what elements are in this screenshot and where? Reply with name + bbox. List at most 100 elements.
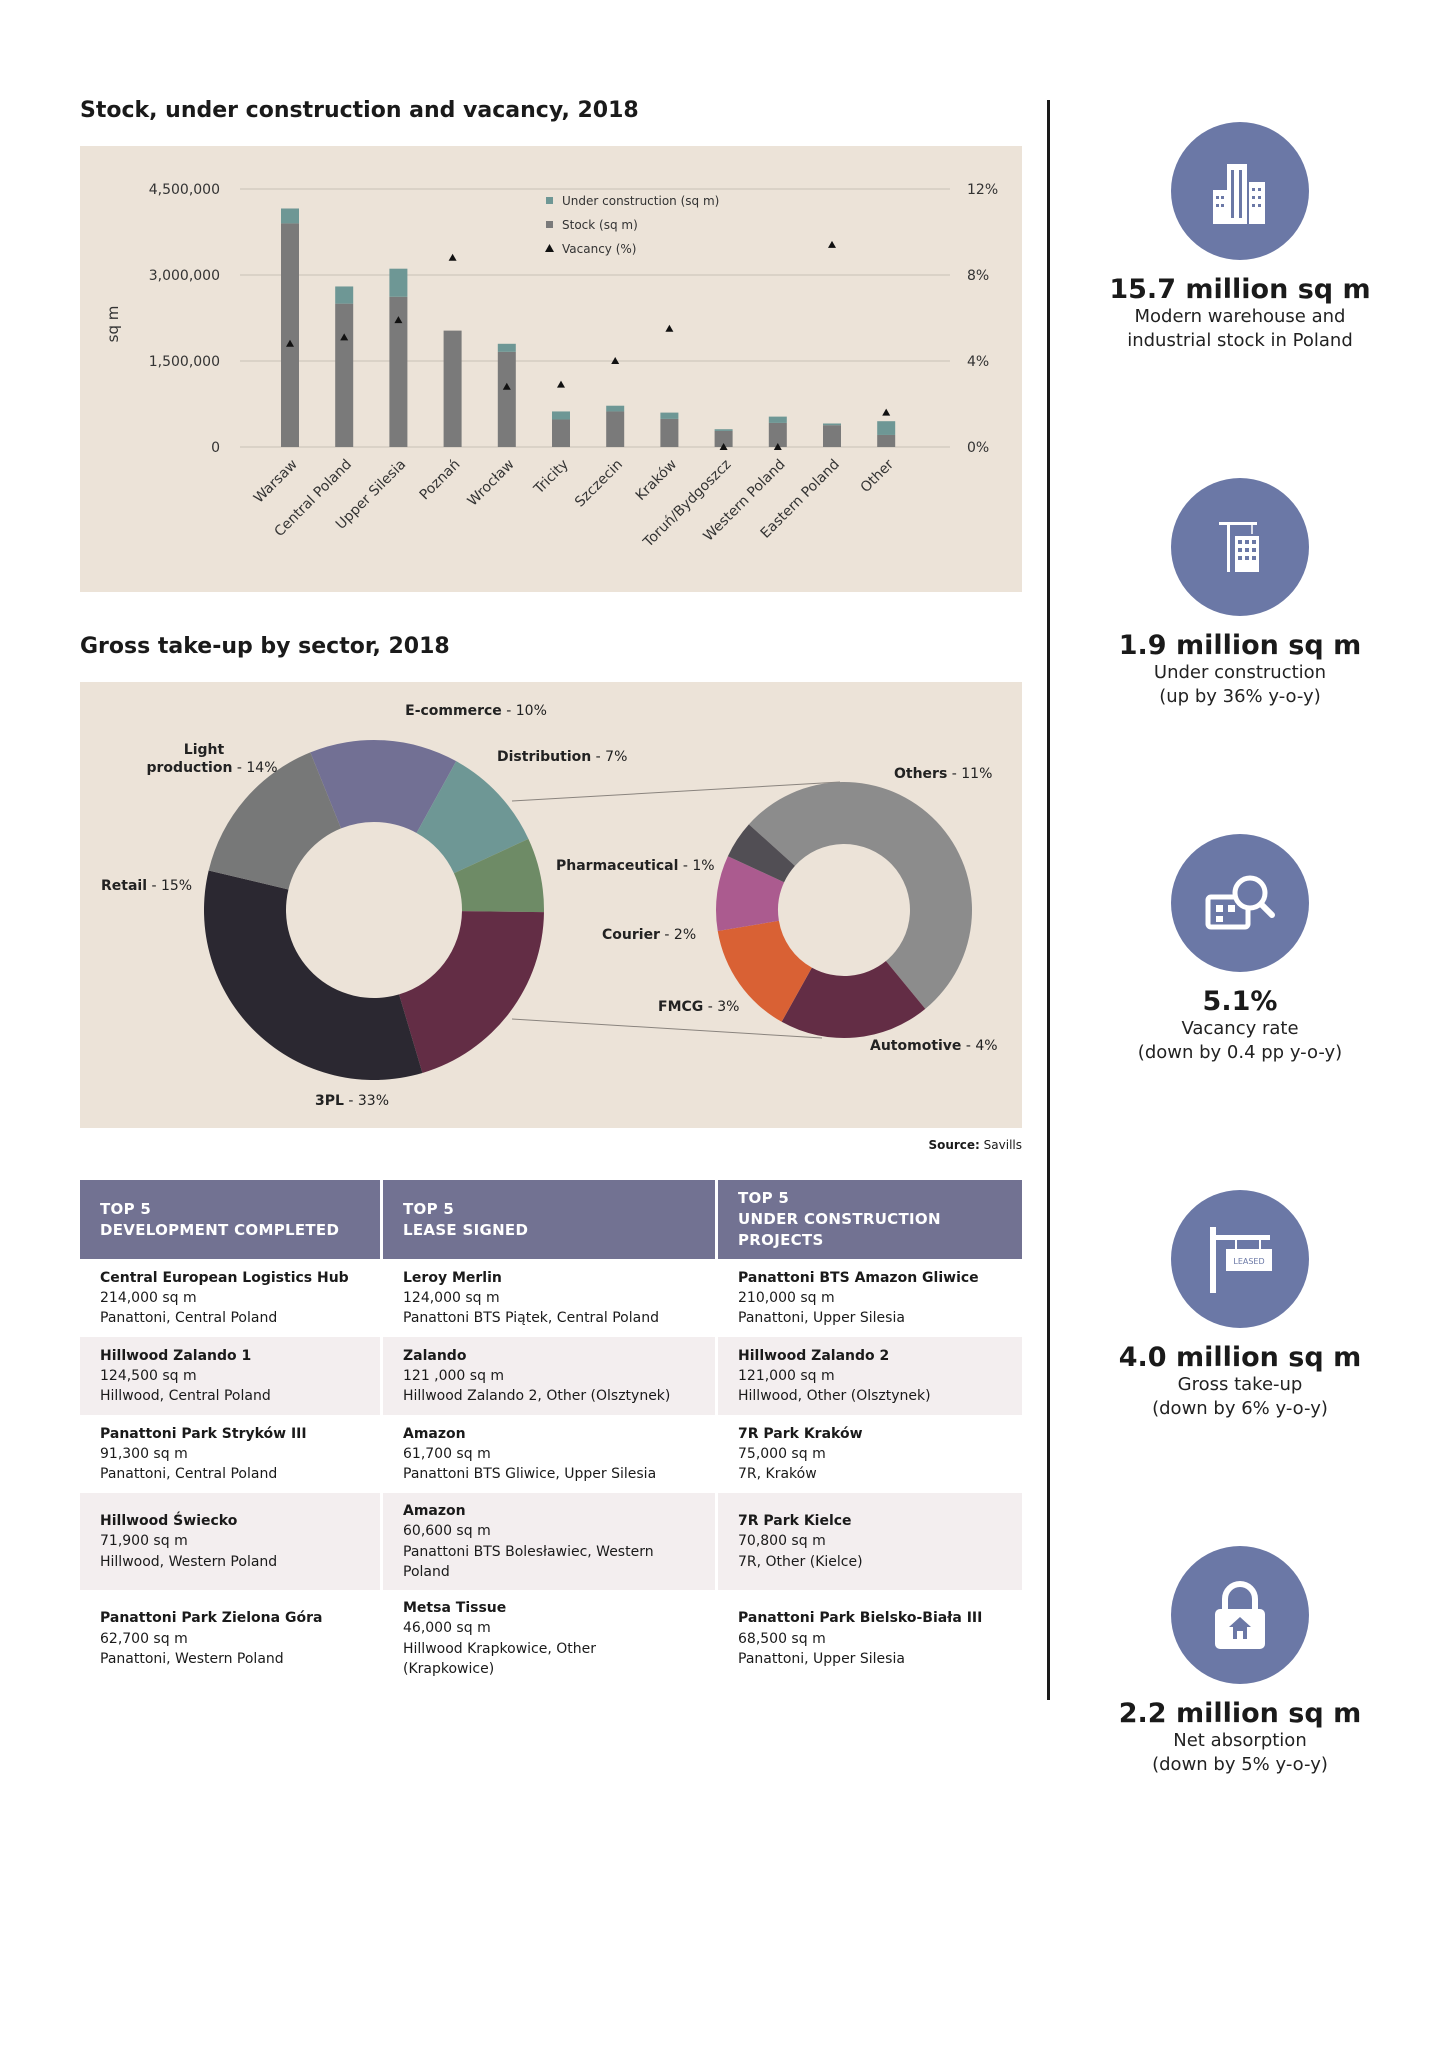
stock-bar bbox=[389, 296, 408, 447]
project-detail: Panattoni, Upper Silesia bbox=[738, 1650, 905, 1667]
under-construction-bar bbox=[552, 411, 570, 420]
project-detail: Hillwood, Other (Olsztynek) bbox=[738, 1388, 931, 1405]
kpi-description: industrial stock in Poland bbox=[1127, 330, 1353, 352]
stock-bar bbox=[877, 434, 896, 447]
table-cell: Zalando 121 ,000 sq m Hillwood Zalando 2, … bbox=[380, 1337, 717, 1415]
donut-chart-title: Gross take-up by sector, 2018 bbox=[80, 634, 450, 659]
sign-text: LEASED bbox=[1233, 1257, 1264, 1266]
table-header-row: TOP 5 DEVELOPMENT COMPLETED TOP 5 LEASE … bbox=[80, 1180, 1022, 1259]
kpi-stock: 15.7 million sq m Modern warehouse and i… bbox=[1070, 122, 1410, 354]
donut-label: Distribution - 7% bbox=[497, 749, 627, 765]
kpi-under-construction: 1.9 million sq m Under construction (up … bbox=[1070, 478, 1410, 710]
project-detail: 124,500 sq m bbox=[100, 1367, 197, 1384]
kpi-description: (up by 36% y-o-y) bbox=[1159, 686, 1321, 708]
detail-donut-slice bbox=[717, 920, 812, 1022]
under-construction-bar bbox=[714, 429, 733, 431]
table-cell: 7R Park Kielce 70,800 sq m 7R, Other (Kiel… bbox=[715, 1493, 1022, 1591]
legend-label: Stock (sq m) bbox=[562, 218, 638, 232]
stock-bar bbox=[335, 303, 354, 447]
left-tick-label: 4,500,000 bbox=[149, 182, 220, 198]
table-cell: 7R Park Kraków 75,000 sq m 7R, Kraków bbox=[715, 1415, 1022, 1493]
project-name: Panattoni Park Bielsko-Biała III bbox=[738, 1610, 983, 1627]
main-donut bbox=[204, 740, 544, 1080]
donut-chart: E-commerce - 10% Light production - 14% Dis… bbox=[101, 703, 998, 1109]
vacancy-marker bbox=[394, 316, 403, 324]
project-name: Hillwood Zalando 2 bbox=[738, 1347, 890, 1364]
kpi-net-absorption: 2.2 million sq m Net absorption (down by… bbox=[1070, 1546, 1410, 1778]
stock-bar bbox=[443, 330, 462, 447]
project-detail: 61,700 sq m bbox=[403, 1445, 491, 1462]
kpi-value: 2.2 million sq m bbox=[1118, 1698, 1362, 1729]
detail-donut-slice bbox=[781, 960, 926, 1038]
bar-chart-panel: 4,500,000 3,000,000 1,500,000 0 12% 8% 4… bbox=[80, 146, 1022, 592]
table-cell: Panattoni Park Stryków III 91,300 sq m Pan… bbox=[80, 1415, 382, 1493]
stock-bar bbox=[497, 351, 516, 447]
header-lease-signed: TOP 5 LEASE SIGNED bbox=[380, 1180, 717, 1259]
donut-label: Light bbox=[184, 742, 225, 758]
project-detail: Panattoni, Upper Silesia bbox=[738, 1310, 905, 1327]
legend-swatch bbox=[546, 221, 553, 228]
project-name: Amazon bbox=[403, 1425, 466, 1442]
vacancy-marker bbox=[448, 253, 457, 261]
main-donut-slice bbox=[416, 761, 529, 874]
project-detail: Panattoni, Western Poland bbox=[100, 1650, 284, 1667]
under-construction-bar bbox=[335, 286, 354, 304]
left-tick-label: 1,500,000 bbox=[149, 354, 220, 370]
crane-building-icon bbox=[1219, 522, 1259, 572]
project-detail: Panattoni, Central Poland bbox=[100, 1310, 278, 1327]
kpi-description: Modern warehouse and bbox=[1134, 306, 1346, 327]
padlock-house-icon bbox=[1215, 1581, 1265, 1649]
kpi-vacancy: 5.1% Vacancy rate (down by 0.4 pp y-o-y) bbox=[1070, 834, 1410, 1066]
kpi-icon-circle bbox=[1171, 478, 1309, 616]
vacancy-marker bbox=[502, 382, 511, 390]
project-detail: Hillwood Krapkowice, Other bbox=[403, 1640, 596, 1657]
donut-connector-lines bbox=[511, 781, 841, 1039]
kpi-gross-take-up: LEASED 4.0 million sq m Gross take-up (d… bbox=[1070, 1190, 1410, 1422]
vacancy-marker bbox=[611, 357, 620, 364]
connector-line bbox=[511, 781, 841, 802]
main-donut-slice bbox=[204, 870, 423, 1080]
donut-label: 3PL - 33% bbox=[315, 1093, 389, 1109]
detail-donut bbox=[716, 782, 972, 1038]
stock-bar bbox=[714, 430, 733, 447]
building-search-icon bbox=[1205, 875, 1275, 930]
project-detail: Panattoni BTS Gliwice, Upper Silesia bbox=[403, 1466, 657, 1483]
legend-swatch bbox=[545, 244, 554, 252]
vacancy-marker bbox=[557, 380, 565, 388]
project-detail: (Krapkowice) bbox=[403, 1661, 495, 1678]
left-tick-label: 0 bbox=[211, 440, 220, 456]
table-cell: Panattoni BTS Amazon Gliwice 210,000 sq m… bbox=[715, 1259, 1022, 1337]
project-detail: 62,700 sq m bbox=[100, 1630, 188, 1647]
kpi-description: (down by 5% y-o-y) bbox=[1152, 1754, 1328, 1776]
kpi-description: Under construction bbox=[1153, 662, 1327, 683]
source-value: Savills bbox=[983, 1138, 1022, 1152]
donut-label: Pharmaceutical - 1% bbox=[556, 858, 715, 874]
kpi-value: 1.9 million sq m bbox=[1118, 630, 1362, 661]
vacancy-marker bbox=[773, 443, 782, 450]
y-axis-label: sq m bbox=[104, 306, 122, 343]
kpi-value: 5.1% bbox=[1202, 986, 1278, 1017]
donut-label: E-commerce - 10% bbox=[405, 703, 547, 719]
vacancy-marker bbox=[340, 333, 349, 341]
right-tick-label: 4% bbox=[967, 354, 989, 370]
project-detail: 124,000 sq m bbox=[403, 1289, 500, 1306]
kpi-description: (down by 6% y-o-y) bbox=[1152, 1398, 1328, 1420]
table-row: Central European Logistics Hub 214,000 sq… bbox=[80, 1259, 1022, 1337]
project-detail: 46,000 sq m bbox=[403, 1620, 491, 1637]
kpi-value: 15.7 million sq m bbox=[1109, 274, 1371, 305]
table-cell: Panattoni Park Bielsko-Biała III 68,500 s… bbox=[715, 1590, 1022, 1688]
detail-donut-slice bbox=[727, 824, 795, 883]
detail-donut-slice bbox=[716, 856, 785, 931]
main-donut-slice bbox=[208, 752, 342, 890]
project-name: Hillwood Zalando 1 bbox=[100, 1347, 252, 1364]
table-row: Panattoni Park Zielona Góra 62,700 sq m Pa… bbox=[80, 1590, 1022, 1688]
table-row: Hillwood Świecko 71,900 sq m Hillwood, Wes… bbox=[80, 1493, 1022, 1591]
project-name: 7R Park Kraków bbox=[738, 1425, 863, 1442]
donut-labels: E-commerce - 10% Light production - 14% Dis… bbox=[101, 703, 998, 1109]
under-construction-bar bbox=[660, 412, 679, 419]
leased-sign-icon: LEASED bbox=[1210, 1227, 1272, 1293]
kpi-value: 4.0 million sq m bbox=[1118, 1342, 1362, 1373]
header-under-construction: TOP 5 UNDER CONSTRUCTION PROJECTS bbox=[715, 1180, 1022, 1259]
project-detail: 71,900 sq m bbox=[100, 1533, 188, 1550]
